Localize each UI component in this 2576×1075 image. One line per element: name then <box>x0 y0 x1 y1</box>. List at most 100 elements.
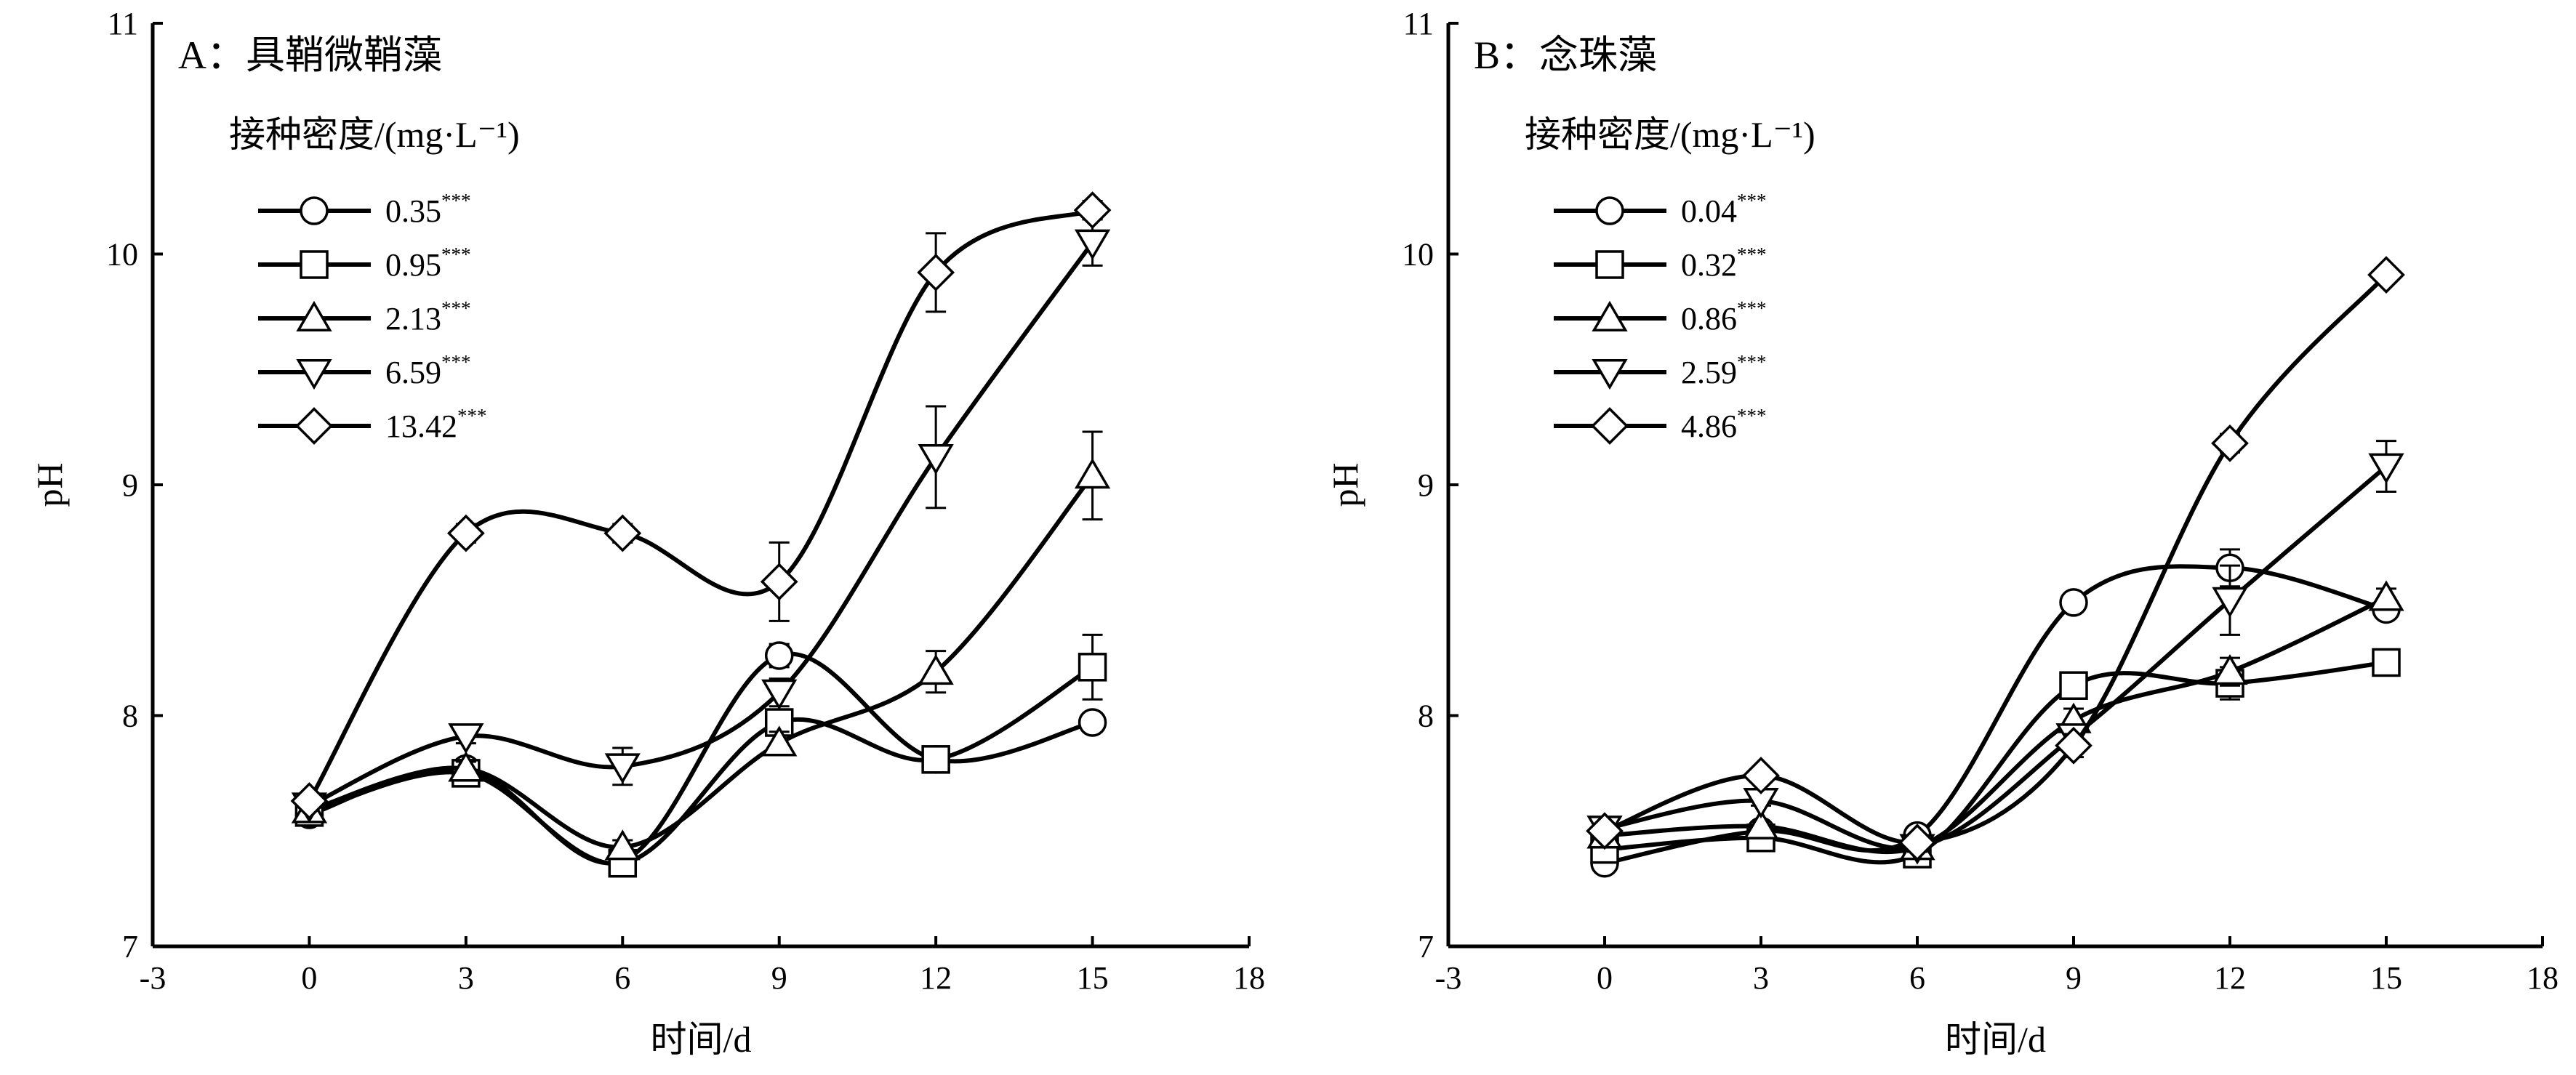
legend-title: 接种密度/(mg·L⁻¹) <box>229 114 520 155</box>
y-tick-label: 11 <box>108 6 138 41</box>
data-point-circle <box>764 641 794 670</box>
data-point-diamond <box>446 514 485 552</box>
series-4.86 <box>1586 256 2405 861</box>
x-tick-label: 12 <box>920 960 952 996</box>
x-tick-label: -3 <box>140 960 166 996</box>
series-line <box>308 474 1094 850</box>
series-line <box>307 208 1094 802</box>
significance-marker: *** <box>1737 297 1767 319</box>
series-line <box>1604 660 2387 865</box>
y-tick-label: 10 <box>106 237 138 273</box>
data-point-diamond <box>1586 812 1624 850</box>
legend-marker-diamond <box>295 407 333 445</box>
x-tick-label: 6 <box>1909 960 1925 996</box>
data-point-triangle-down <box>604 753 641 784</box>
legend-item: 13.42*** <box>258 405 487 445</box>
legend-label: 13.42*** <box>385 405 487 444</box>
data-point-square <box>2372 648 2401 677</box>
data-point-triangle-up <box>1743 808 1779 840</box>
y-tick-label: 9 <box>122 467 138 503</box>
legend-label: 0.35*** <box>385 190 471 229</box>
x-tick-label: 0 <box>1597 960 1613 996</box>
series-line <box>308 651 1094 866</box>
y-axis-title: pH <box>29 462 70 507</box>
y-axis-title: pH <box>1325 462 1365 507</box>
legend-marker-square <box>1595 250 1624 279</box>
data-point-diamond <box>2055 726 2093 765</box>
legend-label: 6.59*** <box>385 351 471 390</box>
data-point-triangle-up <box>1074 458 1111 489</box>
data-point-square <box>921 745 950 774</box>
data-point-diamond <box>760 563 798 601</box>
y-tick-label: 9 <box>1418 467 1434 503</box>
data-point-triangle-down <box>2212 587 2248 618</box>
data-point-diamond <box>1073 191 1112 230</box>
legend-item: 0.04*** <box>1554 190 1767 229</box>
legend-marker-circle <box>1595 196 1624 225</box>
legend-label: 0.95*** <box>385 243 471 283</box>
x-tick-label: 6 <box>614 960 630 996</box>
data-point-diamond <box>1742 757 1780 794</box>
data-point-triangle-up <box>448 751 484 782</box>
data-point-diamond <box>290 782 329 820</box>
x-tick-label: 15 <box>2370 960 2402 996</box>
series-0.32 <box>1590 648 2401 869</box>
legend-marker-triangle-down <box>1592 359 1628 390</box>
significance-marker: *** <box>1737 405 1767 427</box>
x-tick-label: 0 <box>301 960 317 996</box>
data-point-circle <box>1078 708 1107 737</box>
significance-marker: *** <box>441 243 471 265</box>
y-tick-label: 8 <box>122 698 138 734</box>
data-point-triangle-down <box>1074 229 1111 260</box>
legend-marker-square <box>300 250 329 279</box>
legend-label: 0.32*** <box>1681 243 1767 283</box>
legend: 接种密度/(mg·L⁻¹) 0.04*** 0.32*** 0.86*** 2.59**… <box>1525 114 1815 445</box>
legend-label: 2.13*** <box>385 297 471 337</box>
legend-label: 0.04*** <box>1681 190 1767 229</box>
data-point-triangle-up <box>2368 580 2404 611</box>
x-tick-label: 9 <box>2066 960 2082 996</box>
y-tick-label: 7 <box>122 929 138 965</box>
series-line <box>1604 464 2388 851</box>
legend-item: 0.95*** <box>258 243 471 283</box>
y-tick-label: 7 <box>1418 929 1434 965</box>
y-tick-label: 8 <box>1418 698 1434 734</box>
significance-marker: *** <box>441 297 471 319</box>
data-point-triangle-down <box>918 443 954 475</box>
significance-marker: *** <box>441 190 471 212</box>
x-tick-label: -3 <box>1435 960 1462 996</box>
legend: 接种密度/(mg·L⁻¹) 0.35*** 0.95*** 2.13*** 6.59**… <box>229 114 520 445</box>
x-tick-label: 18 <box>1233 960 1265 996</box>
panel-title: A：具鞘微鞘藻 <box>178 33 442 77</box>
x-axis-title: 时间/d <box>1945 1019 2046 1060</box>
x-tick-label: 3 <box>458 960 474 996</box>
x-tick-label: 18 <box>2527 960 2559 996</box>
series-0.35 <box>294 641 1107 876</box>
x-tick-label: 12 <box>2214 960 2246 996</box>
legend-item: 6.59*** <box>258 351 471 390</box>
significance-marker: *** <box>441 351 471 373</box>
significance-marker: *** <box>1737 243 1767 265</box>
significance-marker: *** <box>1737 351 1767 373</box>
data-point-triangle-down <box>448 723 484 754</box>
legend-item: 0.86*** <box>1554 297 1767 337</box>
legend-marker-triangle-down <box>296 359 332 390</box>
data-point-square <box>2059 671 2088 700</box>
significance-marker: *** <box>457 405 487 427</box>
panel-a: -3 0 3 6 9 12 15 18 7 8 9 10 11 时间/d pH A：具鞘微鞘藻接种密度/(mg… <box>29 6 1265 1060</box>
data-point-diamond <box>917 254 955 291</box>
data-point-diamond <box>2367 256 2405 294</box>
panel-b: -3 0 3 6 9 12 15 18 7 8 9 10 11 时间/d pH B：念珠藻接种密度/(mg·L… <box>1325 6 2559 1060</box>
legend-marker-triangle-up <box>1592 300 1628 331</box>
y-tick-label: 10 <box>1402 237 1434 273</box>
data-point-triangle-up <box>918 654 954 685</box>
data-point-diamond <box>603 514 642 552</box>
series-line <box>308 665 1094 866</box>
data-point-triangle-down <box>2368 453 2404 484</box>
x-tick-label: 9 <box>771 960 787 996</box>
legend-marker-triangle-up <box>296 300 332 331</box>
legend-marker-diamond <box>1591 407 1629 445</box>
legend-item: 0.32*** <box>1554 243 1767 283</box>
legend-item: 2.13*** <box>258 297 471 337</box>
